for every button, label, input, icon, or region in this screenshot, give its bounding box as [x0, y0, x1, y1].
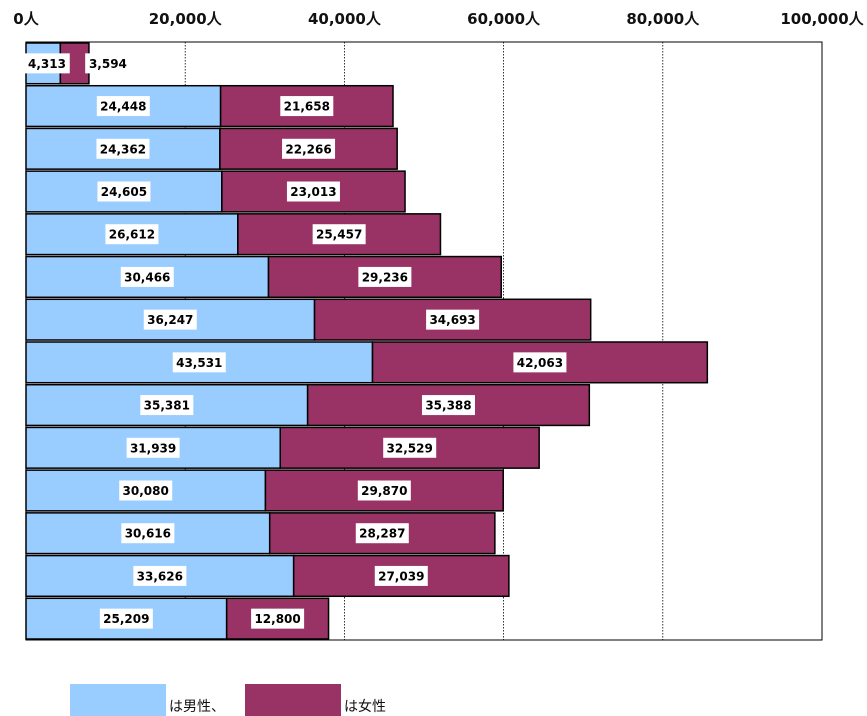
- data-label-male: 43,531: [176, 356, 222, 370]
- data-label-male: 24,448: [100, 100, 146, 114]
- data-label-male: 33,626: [137, 569, 183, 583]
- bar-female: [279, 426, 540, 469]
- data-label-male-box: [140, 395, 194, 416]
- data-label-female: 28,287: [359, 527, 405, 541]
- x-tick-label: 100,000人: [780, 10, 864, 28]
- data-label-female: 42,063: [517, 356, 563, 370]
- data-label-male: 26,612: [109, 228, 155, 242]
- data-label-male: 25,209: [103, 612, 149, 626]
- data-label-female-box: [513, 352, 567, 373]
- data-label-male-box: [105, 224, 159, 245]
- data-label-male-box: [126, 437, 180, 458]
- data-label-female: 32,529: [387, 441, 433, 455]
- data-label-female-box: [374, 565, 428, 586]
- bar-female: [221, 170, 406, 213]
- population-chart: 0人 20,000人 40,000人 60,000人 80,000人 100,000人 4,…: [13, 10, 865, 641]
- x-tick-label: 40,000人: [308, 10, 382, 28]
- data-label-male-box: [96, 138, 150, 159]
- data-label-female: 12,800: [254, 612, 300, 626]
- data-label-male-box: [120, 266, 174, 287]
- data-label-female: 29,236: [362, 270, 408, 284]
- data-label-female: 22,266: [285, 142, 331, 156]
- data-label-male: 4,313: [28, 57, 66, 71]
- x-tick-label: 0人: [13, 10, 39, 28]
- data-label-male: 30,616: [125, 527, 171, 541]
- data-label-male-box: [119, 480, 173, 501]
- data-label-female: 3,594: [89, 57, 127, 71]
- legend: は男性、 は女性: [70, 684, 392, 716]
- bar-male: [25, 341, 374, 384]
- data-label-female: 21,658: [284, 100, 330, 114]
- data-label-male: 30,080: [123, 484, 169, 498]
- data-label-female-box: [357, 480, 411, 501]
- data-label-male-box: [133, 565, 187, 586]
- data-label-female-box: [286, 181, 340, 202]
- data-label-male-box: [97, 181, 151, 202]
- legend-swatch-female: [245, 684, 341, 716]
- data-label-male-box: [99, 608, 153, 629]
- data-label-male: 35,381: [144, 399, 190, 413]
- data-label-female: 35,388: [425, 399, 471, 413]
- data-label-male: 24,362: [100, 142, 146, 156]
- data-label-female-box: [85, 53, 131, 74]
- legend-item-female: は女性: [245, 684, 386, 716]
- data-label-female: 34,693: [429, 313, 475, 327]
- data-label-male-box: [121, 523, 175, 544]
- data-label-male: 24,605: [101, 185, 147, 199]
- legend-item-male: は男性、: [70, 684, 225, 716]
- data-label-female-box: [426, 309, 480, 330]
- data-label-male: 30,466: [124, 270, 170, 284]
- data-label-female-box: [421, 395, 475, 416]
- data-label-female: 29,870: [361, 484, 407, 498]
- x-tick-label: 20,000人: [149, 10, 223, 28]
- data-label-female-box: [251, 608, 305, 629]
- data-label-female-box: [280, 96, 334, 117]
- data-label-male-box: [172, 352, 226, 373]
- x-tick-label: 60,000人: [467, 10, 541, 28]
- data-label-female-box: [358, 266, 412, 287]
- data-label-male-box: [96, 96, 150, 117]
- data-label-male: 36,247: [147, 313, 193, 327]
- x-tick-label: 80,000人: [626, 10, 700, 28]
- legend-swatch-male: [70, 684, 166, 716]
- data-label-female: 27,039: [378, 569, 424, 583]
- data-label-female-box: [282, 138, 336, 159]
- legend-label-male: は男性、: [169, 699, 225, 715]
- data-label-male: 31,939: [130, 441, 176, 455]
- data-label-female-box: [383, 437, 437, 458]
- data-label-female: 23,013: [290, 185, 336, 199]
- data-label-female-box: [312, 224, 366, 245]
- data-label-male-box: [143, 309, 197, 330]
- data-label-male-box: [24, 53, 70, 74]
- legend-label-female: は女性: [344, 699, 386, 715]
- data-label-female-box: [355, 523, 409, 544]
- data-label-female: 25,457: [316, 228, 362, 242]
